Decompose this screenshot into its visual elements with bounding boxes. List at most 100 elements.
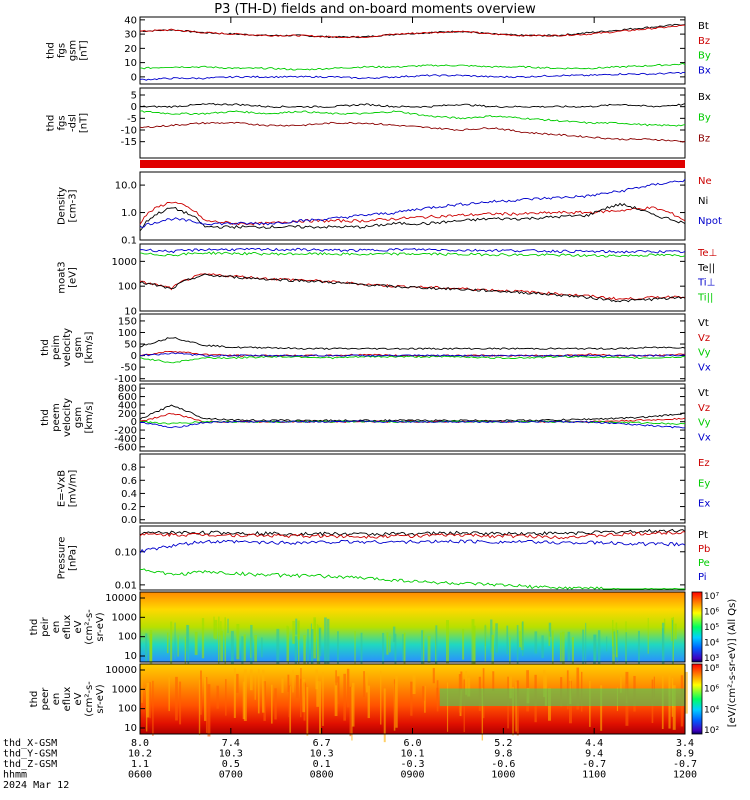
y-tick-label: 0 xyxy=(131,72,137,83)
y-tick-label: 600 xyxy=(118,392,137,403)
y-tick-label: 1000 xyxy=(112,612,137,623)
x-axis-value: 10.1 xyxy=(400,749,424,760)
colorbar-tick-label: 10⁸ xyxy=(704,664,719,674)
y-axis-label: gsm xyxy=(73,407,84,428)
y-axis-label: eflux xyxy=(62,687,73,712)
y-axis-label: eflux xyxy=(62,615,73,640)
y-axis-label: E=-VxB xyxy=(57,470,68,507)
legend-entry-Ne: Ne xyxy=(698,176,712,187)
legend-entry-Te||: Te|| xyxy=(697,263,715,274)
legend-entry-Vt: Vt xyxy=(698,388,709,399)
legend-entry-Vy: Vy xyxy=(698,348,711,359)
y-axis-label: [km/s] xyxy=(84,401,95,433)
colorbar-10 xyxy=(691,663,703,735)
series-line-Ne xyxy=(139,201,686,226)
series-line-Vt xyxy=(139,337,686,350)
series-line-Bx xyxy=(139,71,686,81)
y-tick-label: 10000 xyxy=(105,593,137,604)
y-axis-label: fgs xyxy=(57,115,68,130)
y-tick-label: 100 xyxy=(118,328,137,339)
colorbar-fill xyxy=(691,663,703,735)
y-tick-label: 100 xyxy=(118,704,137,715)
x-axis-value: 10.3 xyxy=(310,749,334,760)
x-axis-value: 0700 xyxy=(219,770,243,781)
colorbar-fill xyxy=(691,591,703,663)
y-tick-label: 10 xyxy=(124,723,137,734)
y-tick-label: 10 xyxy=(124,58,137,69)
legend-entry-Pt: Pt xyxy=(698,530,708,541)
y-axis-label: thd xyxy=(46,115,57,132)
x-axis-value: 9.4 xyxy=(585,749,603,760)
x-axis-row-label: thd_X-GSM xyxy=(3,738,57,749)
x-axis-value: 1000 xyxy=(491,770,515,781)
x-axis-value: -0.3 xyxy=(400,759,424,770)
y-axis-label: peim xyxy=(51,335,62,360)
y-tick-label: 0.10 xyxy=(115,547,137,558)
y-tick-label: 0 xyxy=(131,102,137,113)
y-axis-label: Pressure xyxy=(57,537,68,580)
y-axis-label: (cm²-s- xyxy=(84,681,95,717)
x-axis-value: 9.8 xyxy=(494,749,512,760)
series-line-Npot xyxy=(139,178,686,228)
legend-entry-Ey: Ey xyxy=(698,478,710,489)
y-axis-label: eV xyxy=(73,620,84,633)
y-axis-label: moat3 xyxy=(57,261,68,293)
panel-9 xyxy=(139,591,686,690)
y-tick-label: 0.0 xyxy=(121,515,137,526)
y-axis-label: thd xyxy=(40,409,51,426)
x-axis-value: -0.7 xyxy=(673,759,697,770)
y-axis-label: gsm xyxy=(73,337,84,358)
legend-entry-Pi: Pi xyxy=(698,572,707,583)
legend-entry-Bx: Bx xyxy=(698,92,711,103)
panel-6 xyxy=(139,383,686,452)
panel-4 xyxy=(139,243,686,312)
y-tick-label: 5 xyxy=(131,91,137,102)
y-axis-label: peir xyxy=(40,616,51,636)
panel-3 xyxy=(139,171,686,241)
heatmap-band xyxy=(439,688,685,706)
legend-entry-Bz: Bz xyxy=(698,133,710,144)
x-axis-value: 0800 xyxy=(310,770,334,781)
y-tick-label: 10000 xyxy=(105,665,137,676)
panel-frame xyxy=(139,313,686,382)
y-tick-label: 10 xyxy=(124,307,137,318)
colorbar-tick-label: 10³ xyxy=(704,654,719,664)
colorbar-label: [eV/(cm²-s-sr-eV)] (All Qs) xyxy=(727,599,738,728)
y-tick-label: -600 xyxy=(114,442,137,453)
y-axis-label: [nT] xyxy=(79,113,90,133)
legend-entry-Bz: Bz xyxy=(698,36,710,47)
x-axis-value: 0.5 xyxy=(222,759,240,770)
x-axis-value: 10.2 xyxy=(128,749,152,760)
y-axis-label: [cm-3] xyxy=(68,189,79,222)
y-axis-label: [mV/m] xyxy=(68,470,79,508)
x-axis-value: -0.6 xyxy=(491,759,515,770)
y-tick-label: 200 xyxy=(118,409,137,420)
y-axis-label: [km/s] xyxy=(84,331,95,363)
panel-frame xyxy=(139,453,686,524)
legend-entry-Vx: Vx xyxy=(698,432,711,443)
x-axis-value: 1200 xyxy=(673,770,697,781)
y-axis-label: thd xyxy=(29,691,40,708)
x-axis-value: 4.4 xyxy=(585,738,603,749)
x-axis-value: 6.7 xyxy=(313,738,331,749)
y-tick-label: 1000 xyxy=(112,257,137,268)
colorbar-9 xyxy=(691,591,703,663)
y-axis-label: en xyxy=(51,621,62,634)
y-axis-label: (cm²-s- xyxy=(84,609,95,645)
x-axis-row-label: thd_Y-GSM xyxy=(3,749,57,760)
colorbar-tick-label: 10⁵ xyxy=(704,623,719,633)
y-axis-label: peer xyxy=(40,687,51,711)
panel-frame xyxy=(139,591,686,663)
panel-2 xyxy=(139,87,686,159)
colorbar-tick-label: 10⁴ xyxy=(704,705,719,715)
date-label: 2024 Mar 12 xyxy=(3,780,69,791)
y-axis-label: en xyxy=(51,693,62,706)
legend-entry-Pb: Pb xyxy=(698,544,710,555)
x-axis-value: 7.4 xyxy=(222,738,240,749)
x-axis-value: 0600 xyxy=(128,770,152,781)
y-tick-label: 50 xyxy=(124,340,137,351)
legend-entry-Ez: Ez xyxy=(698,458,710,469)
x-axis-value: 1100 xyxy=(582,770,606,781)
legend-entry-By: By xyxy=(698,113,711,124)
legend-entry-Vx: Vx xyxy=(698,362,711,373)
